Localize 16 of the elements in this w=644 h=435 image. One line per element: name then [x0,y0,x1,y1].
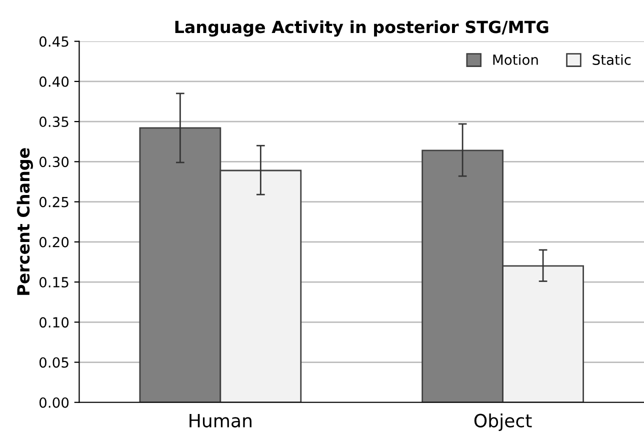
y-tick-label: 0.40 [39,76,69,87]
x-tick-label: Human [190,414,252,428]
y-tick-label: 0.05 [39,357,68,368]
legend-label: Motion [493,54,538,65]
legend-label: Static [592,54,631,65]
y-tick-label: 0.30 [39,156,69,168]
y-tick-label: 0.00 [39,397,69,408]
y-tick-label: 0.35 [39,116,68,128]
y-tick-label: 0.45 [39,36,68,47]
chart-title: Language Activity in posterior STG/MTG [175,20,548,37]
y-tick-label: 0.15 [39,276,68,288]
y-tick-label: 0.10 [39,317,69,328]
y-tick-label: 0.20 [39,236,69,248]
y-axis-title: Percent Change [16,148,34,295]
x-tick-label: Object [474,413,532,431]
y-tick-label: 0.25 [39,196,68,208]
